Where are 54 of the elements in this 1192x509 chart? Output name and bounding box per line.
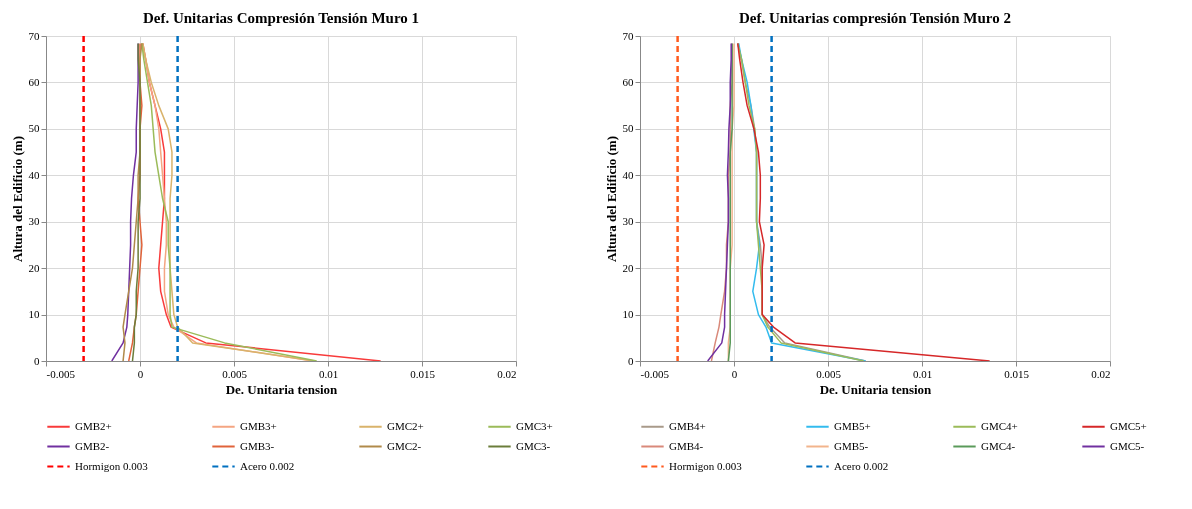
y-tick-label: 10 [622, 308, 634, 321]
x-tick-label: 0.005 [222, 367, 248, 380]
y-tick-label: 70 [28, 29, 40, 42]
x-axis-title: De. Unitaria tension [225, 381, 339, 397]
y-tick-label: 20 [622, 261, 634, 274]
legend-label: GMB5+ [834, 419, 871, 432]
y-tick-label: 20 [28, 261, 40, 274]
legend-label: Hormigon 0.003 [669, 459, 743, 472]
y-tick-label: 60 [28, 75, 40, 88]
legend-label: GMC5- [1110, 439, 1145, 452]
legend-label: GMC4+ [981, 419, 1018, 432]
legend-label: GMB3- [240, 439, 275, 452]
y-tick-label: 40 [28, 168, 40, 181]
x-axis-title: De. Unitaria tension [819, 381, 933, 397]
y-axis-title: Altura del Edificio (m) [9, 135, 25, 263]
x-tick-label: 0 [137, 367, 144, 380]
legend-label: GMB5- [834, 439, 869, 452]
legend-label: GMB2- [75, 439, 110, 452]
legend-label: GMC3- [516, 439, 551, 452]
x-tick-label: 0.005 [816, 367, 842, 380]
legend-label: GMC4- [981, 439, 1016, 452]
legend-label: GMC3+ [516, 419, 553, 432]
x-tick-label: 0.015 [1004, 367, 1030, 380]
legend-label: Hormigon 0.003 [75, 459, 149, 472]
x-tick-label: 0 [731, 367, 738, 380]
legend-label: GMC2- [387, 439, 422, 452]
y-tick-label: 70 [622, 29, 634, 42]
chart-title: Def. Unitarias Compresión Tensión Muro 1 [142, 10, 420, 26]
legend-label: GMB2+ [75, 419, 112, 432]
y-tick-label: 10 [28, 308, 40, 321]
y-tick-label: 0 [628, 354, 634, 367]
x-tick-label: 0.01 [318, 367, 339, 380]
legend-label: Acero 0.002 [240, 459, 295, 472]
legend-label: GMB4- [669, 439, 704, 452]
y-tick-label: 30 [28, 215, 40, 228]
x-tick-label: 0.015 [410, 367, 436, 380]
y-tick-label: 40 [622, 168, 634, 181]
legend-label: GMB3+ [240, 419, 277, 432]
x-tick-label: 0.02 [1091, 367, 1111, 380]
legend-label: Acero 0.002 [834, 459, 889, 472]
y-tick-label: 50 [622, 122, 634, 135]
x-tick-label: 0.01 [912, 367, 933, 380]
legend-label: GMC2+ [387, 419, 424, 432]
chart-title: Def. Unitarias compresión Tensión Muro 2 [739, 10, 1011, 26]
x-tick-label: -0.005 [46, 367, 76, 380]
legend-label: GMC5+ [1110, 419, 1147, 432]
y-axis-title: Altura del Edificio (m) [603, 135, 619, 263]
y-tick-label: 30 [622, 215, 634, 228]
y-tick-label: 60 [622, 75, 634, 88]
y-tick-label: 50 [28, 122, 40, 135]
x-tick-label: 0.02 [497, 367, 517, 380]
legend-label: GMB4+ [669, 419, 706, 432]
y-tick-label: 0 [34, 354, 40, 367]
x-tick-label: -0.005 [640, 367, 670, 380]
